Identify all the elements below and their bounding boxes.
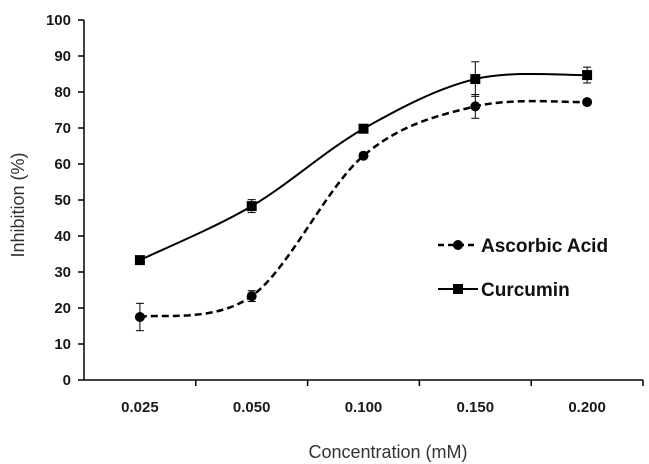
legend-label-curcumin: Curcumin [481,280,570,301]
data-point-curcumin [470,74,481,85]
legend-marker-ascorbic-acid [453,240,463,250]
y-tick-label: 50 [54,192,71,209]
y-tick-label: 80 [54,84,71,101]
data-point-ascorbic-acid [582,97,593,108]
y-tick-label: 10 [54,336,71,353]
y-tick-label: 70 [54,120,71,137]
series-curcumin [134,61,593,266]
x-tick-label: 0.025 [121,399,159,416]
legend-item-curcumin: Curcumin [438,280,570,301]
y-tick-label: 30 [54,264,71,281]
x-tick-label: 0.200 [568,399,606,416]
x-tick-label: 0.050 [233,399,271,416]
x-tick-label: 0.150 [457,399,495,416]
y-tick-label: 100 [46,12,71,29]
y-axis-title: Inhibition (%) [8,152,28,257]
data-point-ascorbic-acid [246,291,257,302]
series-ascorbic-acid [134,94,593,332]
y-tick-label: 40 [54,228,71,245]
y-tick-label: 60 [54,156,71,173]
series-line-ascorbic-acid [139,99,588,319]
data-point-curcumin [358,123,369,134]
data-point-curcumin [246,201,257,212]
x-tick-label: 0.100 [345,399,383,416]
data-point-curcumin [582,70,593,81]
data-point-ascorbic-acid [470,101,481,112]
data-point-ascorbic-acid [134,312,145,322]
x-axis-title: Concentration (mM) [308,442,467,462]
legend-label-ascorbic-acid: Ascorbic Acid [481,236,608,257]
y-tick-label: 90 [54,48,71,65]
legend-marker-curcumin [453,284,463,294]
legend-item-ascorbic-acid: Ascorbic Acid [438,236,608,257]
data-point-curcumin [134,255,145,266]
y-axis-ticks: 0 10 20 30 40 50 60 70 80 90 100 [46,12,84,389]
x-axis-ticks: 0.025 0.050 0.100 0.150 0.200 [121,380,644,416]
y-tick-label: 0 [63,372,71,389]
y-tick-label: 20 [54,300,71,317]
legend: Ascorbic Acid Curcumin [438,236,608,301]
plot-area [134,61,593,332]
data-point-ascorbic-acid [358,150,369,161]
